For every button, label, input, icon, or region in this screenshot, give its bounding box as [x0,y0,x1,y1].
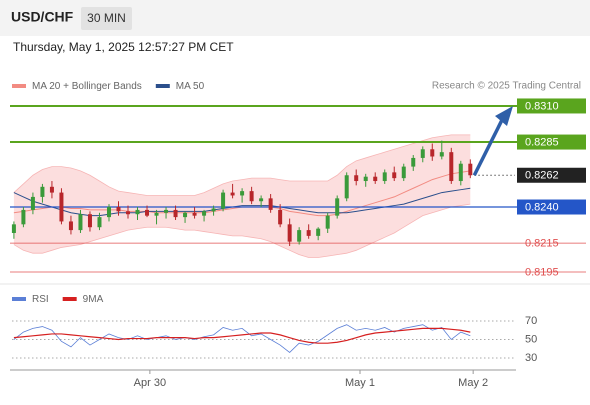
candle-body [297,230,302,242]
candle-body [268,198,273,210]
candle-body [87,214,92,228]
candle-body [373,176,378,182]
x-tick-label: Apr 30 [134,377,166,389]
candle-body [49,186,54,193]
candle-body [154,212,159,216]
rsi-line [13,324,471,353]
candle-body [173,209,178,218]
candle-body [11,224,16,233]
candle-body [344,175,349,199]
candle-body [401,166,406,179]
level-label: 0.8215 [525,238,559,250]
legend-label: RSI [32,294,49,305]
candle-body [40,186,45,197]
legend-swatch [155,84,170,88]
level-label: 0.8262 [525,170,559,182]
legend-label: 9MA [83,294,104,305]
legend-swatch [12,84,26,88]
level-label: 0.8310 [525,100,559,112]
candle-body [126,211,131,215]
candle-body [97,217,102,228]
timestamp: Thursday, May 1, 2025 12:57:27 PM CET [13,40,234,54]
candle-body [249,191,254,202]
rsi-tick-label: 30 [525,352,537,364]
candle-body [192,212,197,216]
candle-body [363,176,368,182]
timeframe: 30 MIN [87,11,126,25]
candle-body [335,198,340,216]
candle-body [278,209,283,225]
level-label-box [517,199,586,215]
candle-body [59,192,64,222]
level-label: 0.8240 [525,201,559,213]
credit: Research © 2025 Trading Central [432,81,581,92]
candle-body [221,192,226,209]
candle-body [106,207,111,218]
candle-body [430,149,435,157]
candle-body [183,212,188,218]
candle-body [325,215,330,229]
rsi-line [13,327,471,344]
forecast-arrowhead [495,105,513,126]
candle-body [392,172,397,179]
x-tick-label: May 2 [458,377,488,389]
level-label-box [517,98,586,114]
candle-body [135,209,140,215]
candle-body [68,221,73,231]
candle-body [439,152,444,157]
candle-body [202,211,207,216]
candle-body [230,192,235,196]
candle-body [240,191,245,196]
candle-body [449,152,454,182]
candle-body [316,228,321,236]
candle-body [21,209,26,225]
level-label: 0.8195 [525,266,559,278]
candle-body [259,198,264,202]
legend-label: MA 20 + Bollinger Bands [32,81,142,92]
candle-body [354,175,359,182]
legend-swatch [62,297,77,301]
legend-label: MA 50 [176,81,205,92]
candle-body [468,163,473,176]
timeframe-box [81,7,132,30]
candle-body [287,224,292,242]
candle-body [78,214,83,231]
candle-body [420,149,425,158]
candle-body [382,172,387,182]
candle-body [458,163,463,182]
rsi-tick-label: 50 [525,333,537,345]
level-label-box [517,167,586,183]
candle-body [211,208,216,212]
symbol: USD/CHF [11,9,74,25]
x-tick-label: May 1 [345,377,375,389]
candle-body [411,157,416,167]
rsi-tick-label: 70 [525,315,537,327]
level-label-box [517,134,586,150]
level-label: 0.8285 [525,136,559,148]
band-lower [13,203,471,258]
candle-body [30,196,35,210]
candle-body [306,230,311,236]
candle-body [164,209,169,213]
forecast-arrow [472,119,504,177]
band-upper [13,134,471,196]
candle-body [116,207,121,212]
legend-swatch [12,297,26,301]
candle-body [145,209,150,216]
